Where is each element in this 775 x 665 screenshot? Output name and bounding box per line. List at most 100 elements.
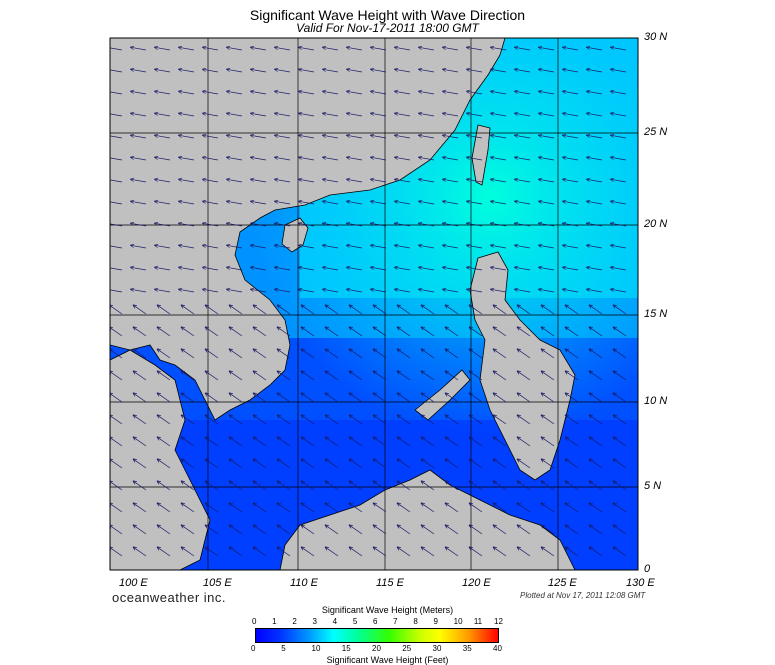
wave-arrow [609, 89, 627, 95]
wave-arrow [540, 348, 555, 359]
wave-arrow [420, 436, 435, 447]
wave-arrow [465, 177, 483, 183]
wave-arrow [537, 287, 555, 293]
wave-arrow [396, 392, 411, 403]
lat-label-30n: 30 N [644, 31, 668, 43]
wave-arrow [492, 480, 507, 491]
wave-arrow [540, 392, 555, 403]
wave-arrow [156, 414, 171, 425]
wave-arrow [489, 67, 507, 73]
wave-arrow [564, 524, 579, 535]
wave-arrow [564, 370, 579, 381]
wave-arrow [372, 546, 387, 557]
wave-arrow [324, 524, 339, 535]
wave-arrow [153, 221, 171, 227]
wave-arrow [348, 392, 363, 403]
wave-arrow [177, 199, 195, 205]
wave-arrow [321, 67, 339, 73]
plotted-timestamp: Plotted at Nov 17, 2011 12:08 GMT [520, 591, 646, 600]
wave-arrow [110, 89, 123, 95]
wave-arrow [228, 370, 243, 381]
wave-arrow [369, 133, 387, 139]
wave-arrow [156, 480, 171, 491]
wave-arrow [489, 133, 507, 139]
wave-arrow [321, 133, 339, 139]
map-title: Significant Wave Height with Wave Direct… [249, 7, 526, 23]
wave-arrow [156, 436, 171, 447]
wave-arrow [468, 414, 483, 425]
wave-arrow [369, 89, 387, 95]
wave-arrow [540, 458, 555, 469]
wave-arrow [153, 265, 171, 271]
wave-arrow [225, 177, 243, 183]
wave-arrow [393, 111, 411, 117]
wave-arrow [609, 199, 627, 205]
wave-arrow [609, 287, 627, 293]
wave-arrow [252, 524, 267, 535]
wave-arrow [110, 370, 123, 381]
wave-arrow [276, 436, 291, 447]
wave-arrow [537, 45, 555, 51]
legend-meter-tick: 12 [494, 617, 503, 626]
wave-arrow [110, 111, 123, 117]
wave-arrow [228, 524, 243, 535]
wave-arrow [492, 348, 507, 359]
wave-arrow [110, 199, 123, 205]
wave-arrow [396, 304, 411, 315]
wave-arrow [585, 45, 603, 51]
legend-meter-tick: 7 [393, 617, 398, 626]
wave-arrow [609, 177, 627, 183]
wave-arrow [110, 177, 123, 183]
wave-arrow [444, 546, 459, 557]
wave-arrow [276, 414, 291, 425]
wave-arrow [609, 221, 627, 227]
wave-arrow [297, 155, 315, 161]
map-subtitle: Valid For Nov-17-2011 18:00 GMT [296, 21, 479, 35]
wave-arrow [324, 392, 339, 403]
lon-label-100e: 100 E [119, 577, 148, 589]
wave-arrow [441, 177, 459, 183]
legend-feet-title: Significant Wave Height (Feet) [326, 655, 449, 665]
wave-arrow [540, 436, 555, 447]
wave-arrow [249, 265, 267, 271]
wave-arrow [324, 370, 339, 381]
wave-arrow [564, 326, 579, 337]
wave-arrow [441, 265, 459, 271]
wave-arrow [321, 287, 339, 293]
wave-arrow [110, 326, 123, 337]
wave-arrow [372, 392, 387, 403]
wave-arrow [156, 304, 171, 315]
wave-arrow [156, 458, 171, 469]
wave-arrow [228, 392, 243, 403]
wave-arrow [297, 265, 315, 271]
wave-arrow [300, 414, 315, 425]
wave-arrow [276, 326, 291, 337]
wave-arrow [110, 67, 123, 73]
wave-arrow [252, 392, 267, 403]
wave-arrow [516, 326, 531, 337]
wave-arrow [468, 546, 483, 557]
wave-arrow [420, 348, 435, 359]
wave-arrow [417, 221, 435, 227]
legend-meters-title: Significant Wave Height (Meters) [321, 605, 454, 615]
wave-arrow [348, 524, 363, 535]
wave-arrow [276, 480, 291, 491]
wave-arrow [177, 133, 195, 139]
lat-label-0: 0 [644, 563, 651, 575]
wave-arrow [129, 199, 147, 205]
wave-arrow [110, 287, 123, 293]
wave-arrow [180, 414, 195, 425]
wave-arrow [225, 287, 243, 293]
wave-arrow [513, 67, 531, 73]
wave-arrow [441, 45, 459, 51]
wave-arrow [345, 287, 363, 293]
wave-arrow [444, 370, 459, 381]
wave-arrow [300, 348, 315, 359]
wave-arrow [369, 243, 387, 249]
wave-arrow [324, 458, 339, 469]
wave-arrow [348, 326, 363, 337]
wave-arrow [201, 177, 219, 183]
wave-arrow [252, 480, 267, 491]
wave-arrow [468, 326, 483, 337]
wave-arrow [129, 155, 147, 161]
